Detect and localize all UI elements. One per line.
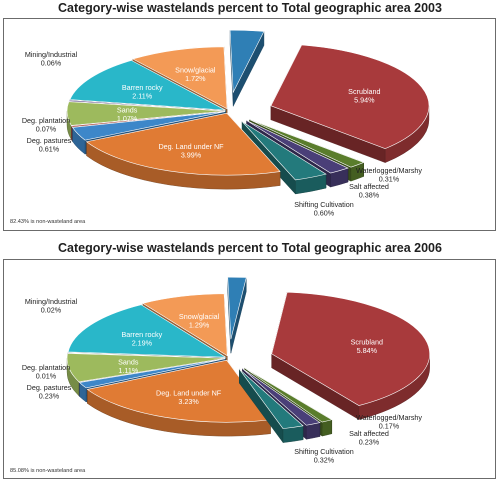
value-shifting-cultivation: 0.60%	[314, 209, 335, 218]
value-waterlogged-marshy: 0.31%	[379, 175, 400, 184]
label-waterlogged-marshy: Waterlogged/Marshy	[356, 166, 422, 175]
label-salt-affected: Salt affected	[349, 429, 389, 438]
slice-gullied-ravinous	[227, 276, 247, 354]
label-waterlogged-marshy: Waterlogged/Marshy	[356, 413, 422, 422]
chart-title-2003: Category-wise wastelands percent to Tota…	[58, 1, 442, 15]
value-snow-glacial: 1.29%	[189, 320, 210, 329]
label-shifting-cultivation: Shifting Cultivation	[294, 447, 354, 456]
value-mining-industrial: 0.02%	[41, 306, 62, 315]
label-snow-glacial: Snow/glacial	[179, 312, 220, 321]
value-snow-glacial: 1.72%	[185, 74, 206, 83]
label-sands: Sands	[117, 106, 138, 115]
value-mining-industrial: 0.06%	[41, 59, 62, 68]
value-deg-land-under-nf: 3.99%	[181, 150, 202, 159]
label-scrubland: Scrubland	[348, 87, 380, 96]
slice-shifting-cultivation	[241, 121, 327, 195]
label-deg-land-under-nf: Deg. Land under NF	[156, 389, 222, 398]
pie-chart-2006: Gullied/Ravinous0.28%Scrubland5.84%Water…	[10, 239, 430, 474]
label-barren-rocky: Barren rocky	[122, 330, 163, 339]
chart-panel-2006: Gullied/Ravinous0.28%Scrubland5.84%Water…	[3, 239, 496, 479]
value-waterlogged-marshy: 0.17%	[379, 422, 400, 431]
label-scrubland: Scrubland	[351, 338, 383, 347]
chart-title-2006: Category-wise wastelands percent to Tota…	[58, 241, 442, 255]
label-deg-pastures: Deg. pastures	[27, 136, 72, 145]
label-deg-plantation: Deg. plantation	[22, 116, 70, 125]
label-mining-industrial: Mining/Industrial	[25, 50, 78, 59]
non-wasteland-note: 85.08% is non-wasteland area	[10, 468, 86, 474]
value-barren-rocky: 2.19%	[132, 339, 153, 348]
slice-shifting-cultivation	[239, 368, 304, 444]
value-sands: 1.07%	[117, 114, 138, 123]
label-shifting-cultivation: Shifting Cultivation	[294, 200, 354, 209]
label-sands: Sands	[118, 357, 139, 366]
slice-scrubland	[270, 44, 430, 163]
value-scrubland: 5.94%	[354, 96, 375, 105]
slice-gullied-ravinous	[229, 29, 265, 107]
chart-panel-2003: Gullied/Ravinous0.60%Scrubland5.94%Water…	[3, 0, 496, 231]
value-salt-affected: 0.38%	[359, 191, 380, 200]
value-barren-rocky: 2.11%	[132, 92, 152, 101]
value-deg-pastures: 0.23%	[39, 392, 60, 401]
value-deg-plantation: 0.07%	[36, 125, 57, 134]
value-scrubland: 5.84%	[357, 346, 378, 355]
slice-scrubland	[271, 291, 430, 420]
label-mining-industrial: Mining/Industrial	[25, 297, 78, 306]
slice-deg-land-under-nf	[86, 359, 272, 437]
pie-chart-2003: Gullied/Ravinous0.60%Scrubland5.94%Water…	[10, 0, 430, 225]
value-salt-affected: 0.23%	[359, 438, 380, 447]
value-shifting-cultivation: 0.32%	[314, 456, 335, 465]
label-barren-rocky: Barren rocky	[122, 83, 163, 92]
label-deg-pastures: Deg. pastures	[27, 383, 72, 392]
label-deg-land-under-nf: Deg. Land under NF	[158, 142, 224, 151]
value-sands: 1.11%	[118, 366, 138, 375]
value-deg-land-under-nf: 3.23%	[178, 397, 199, 406]
label-snow-glacial: Snow/glacial	[175, 65, 216, 74]
slice-deg-land-under-nf	[85, 112, 281, 190]
value-deg-pastures: 0.61%	[39, 145, 60, 154]
label-salt-affected: Salt affected	[349, 182, 389, 191]
value-deg-plantation: 0.01%	[36, 372, 57, 381]
non-wasteland-note: 82.43% is non-wasteland area	[10, 219, 86, 225]
label-deg-plantation: Deg. plantation	[22, 363, 70, 372]
